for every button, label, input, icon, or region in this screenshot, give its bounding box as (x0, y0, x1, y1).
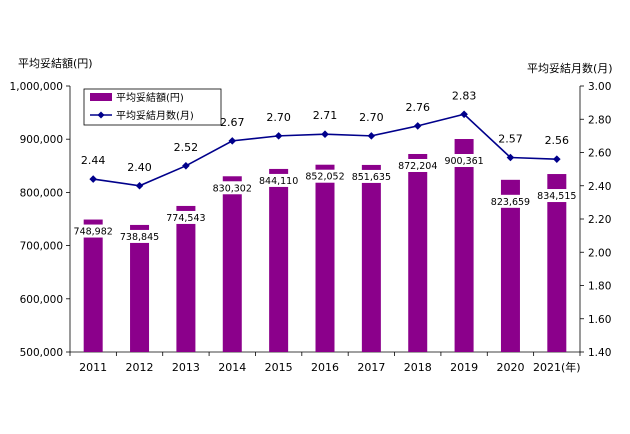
x-tick-label: 2019 (450, 361, 478, 374)
bar (361, 164, 381, 352)
x-tick-label: 2018 (404, 361, 432, 374)
legend: 平均妥結額(円) 平均妥結月数(月) (83, 88, 222, 126)
x-tick-label: 2015 (265, 361, 293, 374)
line-point (460, 110, 468, 119)
bar (83, 219, 103, 352)
line-point (553, 155, 561, 163)
bar-label-bg (117, 229, 162, 243)
y-right-axis-label: 平均妥結月数(月) (527, 61, 613, 75)
line-point (506, 153, 515, 162)
line-point (321, 130, 329, 139)
bar (176, 205, 196, 352)
line-point (89, 175, 97, 183)
line-point (228, 137, 237, 145)
bar-value-label: 851,635 (352, 172, 391, 183)
bar-label-bg (534, 189, 579, 203)
bar (408, 153, 428, 352)
bar-value-label: 830,302 (213, 183, 252, 194)
x-tick-label: 2014 (218, 361, 246, 374)
x-tick-label: 2021(年) (533, 360, 581, 374)
legend-bar-label: 平均妥結額(円) (116, 91, 184, 104)
y-left-axis-label: 平均妥結額(円) (18, 56, 93, 70)
bar-label-bg (349, 169, 394, 183)
y-left-tick-label: 1,000,000 (10, 81, 63, 93)
bar-value-label: 844,110 (259, 176, 298, 187)
line-point (182, 162, 190, 170)
line-value-label: 2.40 (127, 161, 152, 174)
x-tick-label: 2013 (172, 361, 200, 374)
y-right-tick-label: 2.20 (588, 214, 611, 226)
x-tick-label: 2017 (357, 361, 385, 374)
bar-value-label: 748,982 (74, 227, 113, 238)
y-left-tick-label: 500,000 (20, 347, 63, 359)
line-value-label: 2.56 (545, 134, 570, 147)
line-value-label: 2.70 (359, 111, 384, 124)
y-right-tick-label: 2.40 (588, 181, 611, 193)
bar-value-label: 872,204 (398, 161, 437, 172)
line-value-label: 2.57 (498, 132, 523, 145)
y-right-tick-label: 1.40 (588, 347, 611, 359)
line-point (367, 132, 376, 140)
line-value-label: 2.52 (174, 141, 199, 154)
x-tick-label: 2016 (311, 361, 339, 374)
bar-value-label: 823,659 (491, 197, 530, 208)
bar-value-label: 852,052 (305, 172, 344, 183)
bar (315, 164, 335, 352)
y-right-tick-label: 2.80 (588, 114, 611, 126)
line-value-label: 2.44 (81, 154, 106, 167)
legend-line-marker (97, 111, 105, 119)
bar (500, 179, 520, 352)
line-value-label: 2.67 (220, 116, 245, 129)
line-point (274, 132, 283, 140)
y-left-tick-label: 700,000 (20, 241, 63, 253)
bar-label-bg (256, 173, 301, 187)
y-left-tick-label: 800,000 (20, 187, 63, 199)
line-value-label: 2.76 (405, 101, 430, 114)
bar-label-bg (303, 169, 347, 183)
y-right-tick-label: 2.60 (588, 148, 611, 160)
line-value-label: 2.70 (266, 111, 291, 124)
bar (454, 139, 474, 352)
bar-label-bg (442, 154, 487, 168)
bar (269, 168, 289, 352)
bar-label-bg (395, 158, 440, 172)
bar-value-label: 774,543 (166, 213, 205, 224)
line-point (413, 122, 422, 130)
bar (547, 174, 567, 352)
y-left-tick-label: 900,000 (20, 134, 63, 146)
bar-value-label: 738,845 (120, 232, 159, 243)
line-value-label: 2.71 (313, 109, 338, 122)
y-right-tick-label: 2.00 (588, 247, 611, 259)
bar-value-label: 834,515 (537, 191, 576, 202)
line-point (135, 181, 144, 190)
bar-label-bg (163, 210, 208, 224)
line-value-label: 2.83 (452, 89, 477, 102)
x-tick-label: 2011 (79, 361, 107, 374)
y-right-tick-label: 1.60 (588, 314, 611, 326)
x-tick-label: 2020 (496, 361, 524, 374)
bar-label-bg (488, 194, 533, 208)
y-right-tick-label: 1.80 (588, 281, 611, 293)
bar (222, 176, 242, 352)
bar (130, 224, 150, 352)
y-right-tick-label: 3.00 (588, 81, 611, 93)
bar-label-bg (71, 224, 116, 238)
legend-line-label: 平均妥結月数(月) (116, 109, 194, 122)
bar-label-bg (210, 181, 255, 195)
bar-value-label: 900,361 (444, 156, 483, 167)
x-tick-label: 2012 (126, 361, 154, 374)
legend-bar-swatch (90, 93, 112, 101)
y-left-tick-label: 600,000 (20, 294, 63, 306)
